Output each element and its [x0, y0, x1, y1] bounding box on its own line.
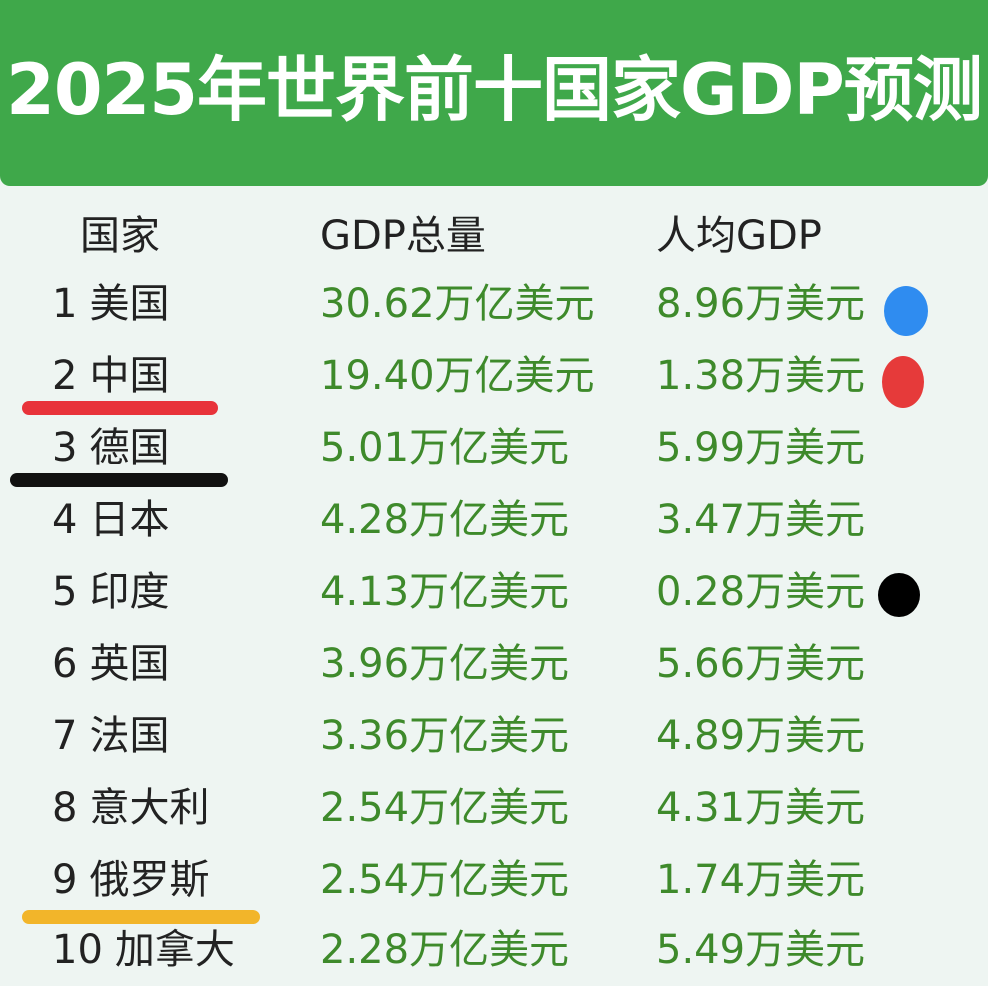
country-name: 日本 [89, 497, 170, 543]
rank-number: 4 [52, 497, 78, 543]
gdp-per-capita-cell: 4.31万美元 [656, 785, 866, 831]
gdp-total-cell: 2.54万亿美元 [320, 785, 570, 831]
gdp-total-cell: 3.36万亿美元 [320, 713, 570, 759]
country-cell: 9 俄罗斯 [52, 844, 209, 916]
header-gdp-total: GDP总量 [320, 213, 486, 259]
gdp-per-capita-cell: 5.66万美元 [656, 641, 866, 687]
country-name: 美国 [89, 281, 170, 327]
country-cell: 3 德国 [52, 412, 169, 484]
rank-number: 1 [52, 281, 78, 327]
country-name: 意大利 [89, 785, 210, 831]
gdp-total-cell: 4.28万亿美元 [320, 497, 570, 543]
gdp-total-cell: 2.54万亿美元 [320, 857, 570, 903]
rank-number: 8 [52, 785, 78, 831]
black-underline-marker [10, 473, 228, 487]
table-row: 9 俄罗斯 2.54万亿美元 1.74万美元 [0, 844, 988, 916]
header-country: 国家 [80, 213, 160, 259]
country-name: 加拿大 [114, 927, 235, 973]
country-cell: 8 意大利 [52, 772, 209, 844]
gdp-total-cell: 2.28万亿美元 [320, 927, 570, 973]
country-cell: 4 日本 [52, 484, 169, 556]
country-cell: 10 加拿大 [52, 914, 235, 986]
table-row: 10 加拿大 2.28万亿美元 5.49万美元 [0, 914, 988, 986]
gdp-total-cell: 30.62万亿美元 [320, 281, 595, 327]
blue-dot-marker [884, 286, 928, 336]
table-row: 4 日本 4.28万亿美元 3.47万美元 [0, 484, 988, 556]
header-gdp-per-capita: 人均GDP [656, 213, 822, 259]
table-row: 6 英国 3.96万亿美元 5.66万美元 [0, 628, 988, 700]
gdp-total-cell: 5.01万亿美元 [320, 425, 570, 471]
title-banner: 2025年世界前十国家GDP预测 [0, 0, 988, 186]
country-cell: 6 英国 [52, 628, 169, 700]
table-row: 3 德国 5.01万亿美元 5.99万美元 [0, 412, 988, 484]
rank-number: 2 [52, 353, 78, 399]
country-name: 德国 [89, 425, 170, 471]
country-name: 印度 [89, 569, 170, 615]
rank-number: 10 [52, 927, 103, 973]
table-row: 8 意大利 2.54万亿美元 4.31万美元 [0, 772, 988, 844]
gdp-total-cell: 4.13万亿美元 [320, 569, 570, 615]
country-cell: 2 中国 [52, 340, 169, 412]
country-cell: 7 法国 [52, 700, 169, 772]
rank-number: 9 [52, 857, 78, 903]
gdp-per-capita-cell: 3.47万美元 [656, 497, 866, 543]
red-underline-marker [22, 401, 218, 415]
country-name: 俄罗斯 [89, 857, 210, 903]
table-row: 7 法国 3.36万亿美元 4.89万美元 [0, 700, 988, 772]
gdp-per-capita-cell: 4.89万美元 [656, 713, 866, 759]
country-name: 法国 [89, 713, 170, 759]
gdp-total-cell: 3.96万亿美元 [320, 641, 570, 687]
country-cell: 1 美国 [52, 268, 169, 340]
table-row: 1 美国 30.62万亿美元 8.96万美元 [0, 268, 988, 340]
yellow-underline-marker [22, 910, 260, 924]
gdp-per-capita-cell: 5.49万美元 [656, 927, 866, 973]
page-title: 2025年世界前十国家GDP预测 [6, 49, 983, 131]
gdp-per-capita-cell: 0.28万美元 [656, 569, 866, 615]
country-name: 中国 [89, 353, 170, 399]
country-cell: 5 印度 [52, 556, 169, 628]
country-name: 英国 [89, 641, 170, 687]
gdp-per-capita-cell: 5.99万美元 [656, 425, 866, 471]
table-row: 2 中国 19.40万亿美元 1.38万美元 [0, 340, 988, 412]
rank-number: 3 [52, 425, 78, 471]
rank-number: 5 [52, 569, 78, 615]
gdp-per-capita-cell: 1.38万美元 [656, 353, 866, 399]
rank-number: 7 [52, 713, 78, 759]
gdp-total-cell: 19.40万亿美元 [320, 353, 595, 399]
red-dot-marker [882, 356, 924, 408]
gdp-per-capita-cell: 8.96万美元 [656, 281, 866, 327]
gdp-per-capita-cell: 1.74万美元 [656, 857, 866, 903]
table-row: 5 印度 4.13万亿美元 0.28万美元 [0, 556, 988, 628]
rank-number: 6 [52, 641, 78, 687]
black-dot-marker [878, 573, 920, 617]
